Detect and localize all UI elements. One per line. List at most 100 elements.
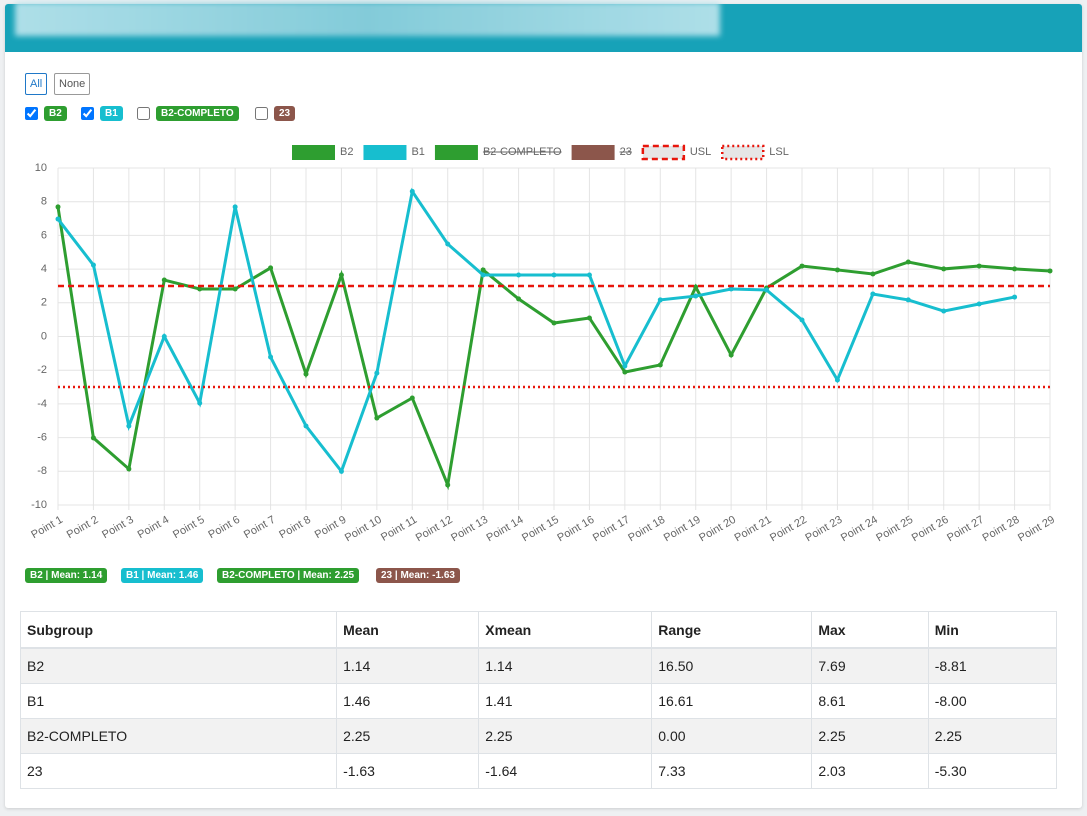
column-header: Range [651,611,813,649]
x-tick-label: Point 4 [136,514,172,542]
x-tick-label: Point 27 [945,514,986,545]
table-cell: 8.61 [811,683,929,719]
mean-badge: B2-COMPLETO | Mean: 2.25 [217,568,360,583]
x-tick-label: Point 6 [206,514,242,542]
point [693,293,699,299]
point [905,297,911,303]
point [303,423,309,429]
table-cell: 0.00 [651,718,813,754]
point [197,400,203,406]
column-header: Mean [336,611,480,649]
table-row: B1 1.46 1.41 16.61 8.61 -8.00 [19,683,1058,719]
point [480,272,486,278]
x-tick-label: Point 10 [343,514,384,545]
point [622,363,628,369]
column-header: Xmean [478,611,653,649]
checkbox[interactable] [255,106,268,120]
point [764,287,770,293]
filter: B1 [81,104,123,122]
point [374,370,380,376]
x-tick-label: Point 5 [171,514,207,542]
legend-swatch [571,145,615,160]
legend-swatch [434,145,478,160]
point [941,266,947,272]
x-tick-label: Point 18 [626,514,667,545]
point [728,352,734,358]
x-tick-label: Point 14 [485,514,526,545]
point [374,415,380,421]
table-cell: B1 [19,683,338,719]
mean-badge: B2 | Mean: 1.14 [25,568,108,583]
legend-label: B1 [411,146,424,158]
x-tick-label: Point 7 [242,514,278,542]
checkbox[interactable] [25,106,38,120]
x-tick-label: Point 2 [65,514,101,542]
column-header: Max [811,611,929,649]
legend-label: LSL [769,146,789,158]
x-tick-label: Point 9 [313,514,349,542]
legend-swatch [641,144,686,161]
x-tick-label: Point 24 [839,514,880,545]
point [161,277,167,283]
point [126,466,132,472]
header [5,2,1082,52]
filter-badge: B2-COMPLETO [156,105,239,121]
x-tick-label: Point 16 [555,514,596,545]
table-cell: 1.14 [336,647,480,684]
point [693,284,699,290]
table-cell: 2.25 [811,718,929,754]
point [480,267,486,273]
point [303,371,309,377]
point [126,423,132,429]
none-button[interactable]: None [54,73,91,95]
point [976,263,982,269]
filter-badge: B2 [44,105,67,121]
x-tick-label: Point 8 [277,514,313,542]
point [586,315,592,321]
x-tick-label: Point 23 [803,514,844,545]
all-button[interactable]: All [25,73,48,95]
table-cell: 2.25 [336,718,480,754]
table-cell: 23 [19,753,338,789]
x-tick-label: Point 25 [874,514,915,545]
point [799,263,805,269]
x-tick-label: Point 28 [981,514,1022,545]
table-cell: -8.00 [927,683,1058,719]
filter: B2-COMPLETO [137,104,239,122]
legend-swatch [292,145,335,160]
table-cell: 7.69 [811,647,929,684]
x-tick-label: Point 22 [768,514,809,545]
point [976,301,982,307]
point [197,286,203,292]
point [409,188,415,194]
x-tick-label: Point 13 [449,514,490,545]
table-cell: 1.46 [336,683,480,719]
checkbox[interactable] [81,106,94,120]
point [799,317,805,323]
table-cell: 1.41 [478,683,653,719]
point [232,286,238,292]
y-tick-label: 4 [41,263,47,275]
column-header: Min [927,611,1058,649]
point [161,334,167,339]
x-tick-label: Point 29 [1016,514,1057,545]
point [657,297,663,303]
checkbox[interactable] [137,106,150,120]
point [834,377,840,383]
point [268,354,274,360]
y-tick-label: -10 [31,499,47,511]
x-tick-label: Point 11 [379,514,419,544]
legend-label: B2 [340,146,353,158]
table-cell: -1.64 [478,753,653,789]
table-cell: 2.03 [811,753,929,789]
point [55,204,61,210]
column-header: Subgroup [19,611,338,649]
point [1012,294,1018,300]
point [445,241,451,247]
point [1012,266,1018,272]
header-row: Subgroup Mean Xmean Range Max Min [19,611,1058,649]
point [728,286,734,292]
mean-badge: B1 | Mean: 1.46 [121,568,204,583]
point [338,272,344,278]
